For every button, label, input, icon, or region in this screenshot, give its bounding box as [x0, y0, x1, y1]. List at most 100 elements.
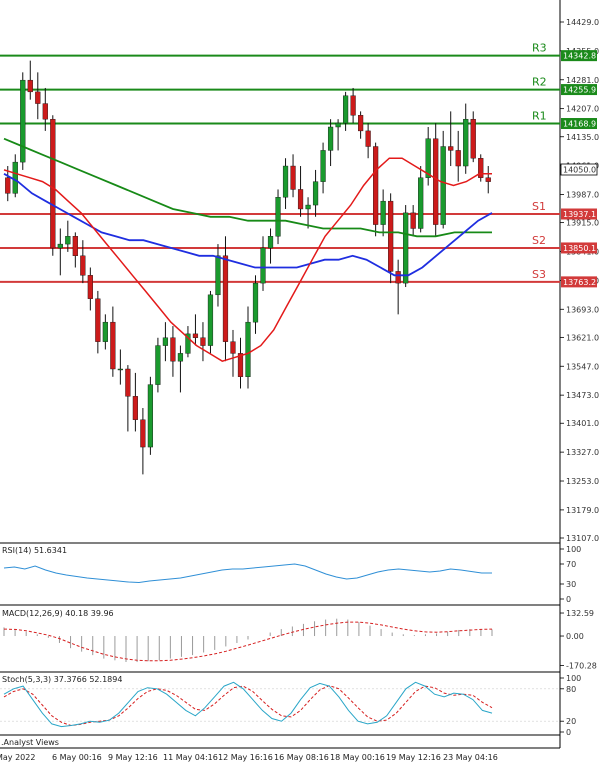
candle-body — [5, 177, 11, 194]
candle — [185, 326, 191, 358]
candle — [425, 126, 431, 186]
price-y-tick-label: 14135.0 — [566, 133, 599, 142]
candle-body — [185, 333, 191, 354]
candle-body — [147, 384, 154, 448]
level-value-r2: 14255.9 — [563, 86, 596, 95]
price-y-tick-label: 13987.0 — [566, 191, 599, 200]
candle — [125, 365, 131, 432]
candle-body — [177, 353, 184, 362]
candle-body — [260, 247, 266, 284]
candle-body — [102, 321, 108, 342]
macd-title: MACD(12,26,9) 40.18 39.96 — [2, 609, 114, 618]
candle-body — [478, 158, 484, 178]
candle-body — [440, 146, 446, 225]
level-value-r3: 14342.8 — [563, 52, 596, 61]
candle-body — [162, 337, 169, 346]
candle — [245, 306, 251, 389]
candle — [192, 314, 199, 346]
candle-body — [455, 150, 461, 167]
x-tick-label: 6 May 00:16 — [52, 753, 102, 762]
stoch-main-line — [3, 681, 493, 728]
candle-body — [425, 138, 431, 178]
rsi-tick-label: 70 — [566, 560, 576, 569]
candle — [87, 267, 93, 311]
candle — [230, 329, 236, 377]
price-y-tick-label: 13915.0 — [566, 219, 599, 228]
candle-body — [275, 197, 281, 237]
candle-body — [485, 177, 491, 182]
candle — [102, 314, 108, 350]
x-axis-ticks: May 2022 6 May 00:16 9 May 12:16 11 May 04:… — [0, 753, 498, 762]
candle — [282, 158, 289, 209]
candle — [110, 306, 116, 377]
candle — [470, 111, 476, 163]
candle — [463, 103, 469, 174]
candle — [177, 345, 184, 393]
price-y-tick-label: 13621.0 — [566, 333, 599, 342]
level-badge-r2 — [561, 84, 597, 96]
price-y-tick-label: 13179.0 — [566, 506, 599, 515]
candle — [200, 322, 206, 362]
price-y-tick-label: 14281.0 — [566, 76, 599, 85]
x-tick-label: 12 May 16:16 — [218, 753, 273, 762]
candle — [478, 154, 484, 182]
candle-body — [95, 298, 101, 342]
candle — [290, 154, 296, 198]
level-badge-s2 — [561, 242, 597, 254]
candle-body — [252, 282, 259, 323]
candle-body — [230, 341, 236, 354]
current-price-badge — [560, 163, 598, 176]
candle — [57, 228, 63, 276]
candle-body — [50, 118, 56, 249]
candle-body — [245, 321, 251, 377]
candle — [27, 60, 33, 100]
candle — [320, 142, 326, 194]
price-y-tick-label: 13253.0 — [566, 477, 599, 486]
candle — [455, 130, 461, 182]
level-value-s2: 13850.1 — [563, 244, 596, 253]
macd-tick-label: 132.59 — [566, 609, 594, 618]
candle-body — [42, 103, 48, 120]
price-panel: 14429.014355.014281.014207.014135.014061… — [0, 0, 599, 543]
candle-body — [342, 95, 349, 124]
candle — [373, 142, 379, 237]
stoch-panel: Stoch(5,3,3) 37.3766 52.1894 100 80 20 0 — [0, 671, 581, 737]
candle — [342, 91, 349, 131]
candle — [305, 197, 311, 229]
rsi-y-ticks: 100 70 30 0 — [560, 545, 581, 604]
candle-body — [448, 146, 454, 151]
level-value-s3: 13763.2 — [563, 278, 596, 287]
candle — [267, 228, 274, 264]
level-badge-r1 — [561, 118, 597, 130]
x-tick-label: 11 May 04:16 — [163, 753, 218, 762]
level-name-r1: R1 — [532, 110, 547, 123]
candle — [170, 326, 176, 377]
level-name-r2: R2 — [532, 76, 547, 89]
candle-body — [433, 138, 439, 225]
fast-moving-average-line — [3, 157, 492, 363]
candle-body — [110, 321, 116, 370]
level-name-s2: S2 — [532, 234, 546, 247]
rsi-panel: RSI(14) 51.6341 100 70 30 0 — [0, 542, 581, 605]
candle — [485, 166, 491, 194]
candle-body — [327, 126, 334, 151]
candle — [448, 111, 454, 167]
candle-body — [87, 275, 93, 299]
candle-body — [418, 177, 424, 229]
candle — [433, 123, 439, 237]
price-y-tick-label: 13327.0 — [566, 448, 599, 457]
candle-body — [297, 189, 304, 210]
level-value-s1: 13937.1 — [563, 210, 596, 219]
candle-body — [207, 294, 214, 346]
price-y-tick-label: 13547.0 — [566, 362, 599, 371]
level-name-s3: S3 — [532, 268, 546, 281]
current-price-marker: 14050.0 — [560, 163, 598, 176]
level-name-r3: R3 — [532, 42, 547, 55]
candle — [155, 337, 161, 393]
candle-body — [290, 165, 296, 190]
candle-body — [350, 95, 356, 116]
x-tick-label: 23 May 04:16 — [443, 753, 498, 762]
candle-body — [140, 419, 146, 448]
candle-body — [65, 236, 71, 245]
candle-body — [170, 337, 176, 362]
